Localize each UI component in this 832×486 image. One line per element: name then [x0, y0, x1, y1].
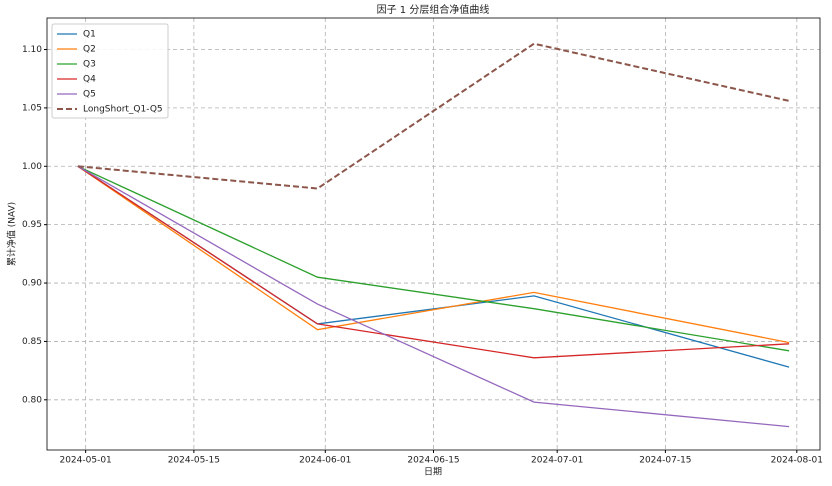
y-tick-label: 0.90 — [22, 279, 42, 289]
series-line — [77, 165, 790, 428]
legend-label: Q4 — [83, 75, 96, 85]
legend-label: LongShort_Q1-Q5 — [83, 105, 163, 115]
legend-box — [51, 23, 169, 119]
x-tick-label: 2024-06-15 — [407, 456, 459, 466]
chart-title: 因子 1 分层组合净值曲线 — [377, 3, 490, 16]
x-tick-label: 2024-05-01 — [59, 456, 111, 466]
legend-label: Q2 — [83, 45, 96, 55]
y-tick-label: 0.85 — [22, 337, 42, 347]
series-line — [77, 42, 790, 190]
legend-label: Q5 — [83, 90, 96, 100]
x-tick-label: 2024-08-01 — [771, 456, 823, 466]
x-tick-label: 2024-06-01 — [299, 456, 351, 466]
legend-label: Q3 — [83, 60, 96, 70]
y-tick-label: 0.80 — [22, 395, 42, 405]
y-tick-label: 1.10 — [22, 45, 42, 55]
y-tick-label: 1.05 — [22, 103, 42, 113]
legend-label: Q1 — [83, 30, 96, 40]
x-tick-label: 2024-07-15 — [639, 456, 691, 466]
y-tick-label: 1.00 — [22, 162, 42, 172]
series-line — [77, 165, 790, 359]
x-tick-label: 2024-05-15 — [168, 456, 220, 466]
y-tick-label: 0.95 — [22, 220, 42, 230]
legend: Q1 Q2 Q3 Q4 Q5 LongShort_Q1-Q5 — [51, 23, 169, 119]
plot-frame — [46, 17, 821, 451]
x-tick-label: 2024-07-01 — [531, 456, 583, 466]
y-axis-label: 累计净值 (NAV) — [6, 202, 18, 266]
series-line — [77, 165, 790, 352]
x-axis-label: 日期 — [424, 467, 442, 478]
series-line — [77, 165, 790, 344]
